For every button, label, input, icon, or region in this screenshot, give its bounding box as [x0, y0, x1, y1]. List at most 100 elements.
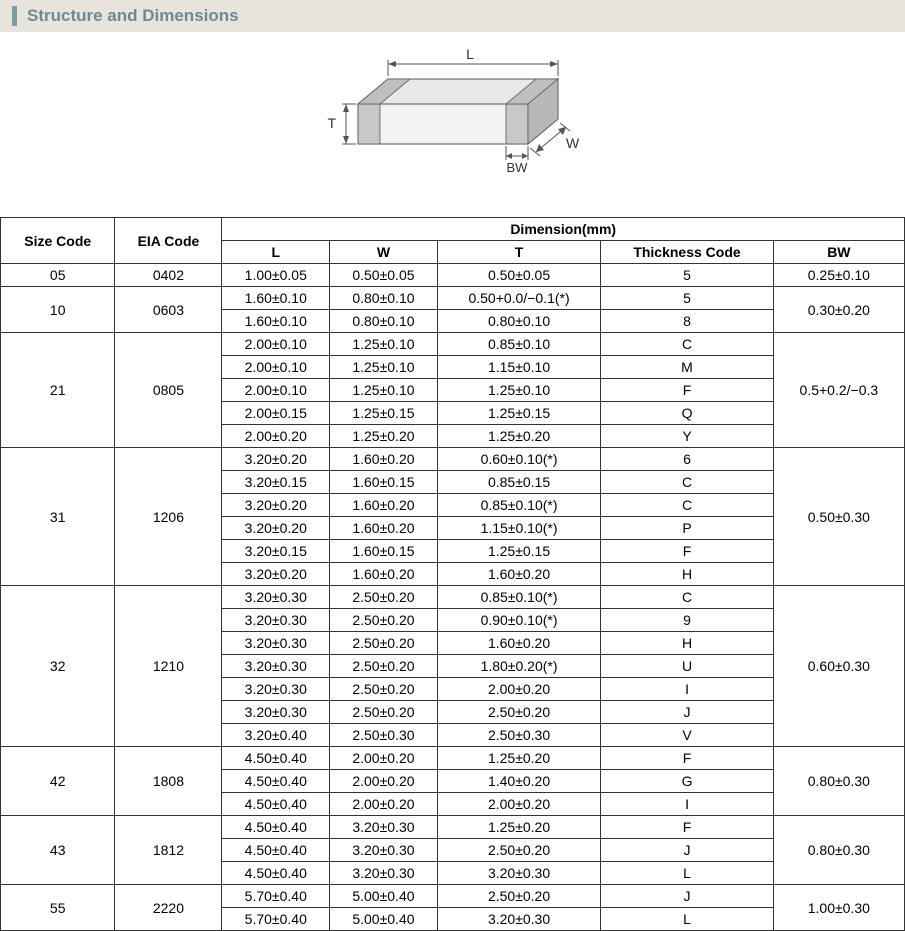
dim-label-BW: BW	[506, 160, 528, 175]
dim-label-L: L	[466, 46, 474, 62]
cell-L: 5.70±0.40	[222, 908, 330, 931]
col-BW: BW	[773, 241, 904, 264]
cell-W: 2.50±0.20	[330, 586, 438, 609]
dimensions-table: Size Code EIA Code Dimension(mm) L W T T…	[0, 217, 905, 931]
cell-T: 1.25±0.20	[437, 816, 601, 839]
cell-L: 3.20±0.20	[222, 563, 330, 586]
col-W: W	[330, 241, 438, 264]
cell-tc: F	[601, 379, 773, 402]
col-dimension-group: Dimension(mm)	[222, 218, 905, 241]
table-body: 0504021.00±0.050.50±0.050.50±0.0550.25±0…	[1, 264, 905, 931]
cell-bw: 0.60±0.30	[773, 586, 904, 747]
cell-W: 2.50±0.20	[330, 632, 438, 655]
cell-tc: L	[601, 862, 773, 885]
cell-T: 2.00±0.20	[437, 678, 601, 701]
cell-size-code: 32	[1, 586, 115, 747]
cell-W: 1.25±0.15	[330, 402, 438, 425]
dim-label-W: W	[566, 135, 580, 151]
cell-eia-code: 0402	[115, 264, 222, 287]
cell-tc: C	[601, 586, 773, 609]
col-thickness-code: Thickness Code	[601, 241, 773, 264]
cell-W: 0.80±0.10	[330, 310, 438, 333]
cell-T: 0.85±0.10(*)	[437, 494, 601, 517]
cell-tc: L	[601, 908, 773, 931]
cell-T: 2.50±0.20	[437, 839, 601, 862]
cell-L: 3.20±0.30	[222, 678, 330, 701]
cell-T: 3.20±0.30	[437, 862, 601, 885]
cell-W: 1.60±0.15	[330, 540, 438, 563]
table-row: 5522205.70±0.405.00±0.402.50±0.20J1.00±0…	[1, 885, 905, 908]
cell-tc: J	[601, 885, 773, 908]
cell-W: 3.20±0.30	[330, 816, 438, 839]
cell-W: 2.50±0.20	[330, 609, 438, 632]
cell-L: 3.20±0.20	[222, 448, 330, 471]
cell-W: 0.50±0.05	[330, 264, 438, 287]
cell-W: 1.25±0.10	[330, 333, 438, 356]
cell-size-code: 21	[1, 333, 115, 448]
cell-tc: F	[601, 540, 773, 563]
cell-T: 1.15±0.10(*)	[437, 517, 601, 540]
cell-T: 2.50±0.20	[437, 885, 601, 908]
cell-eia-code: 1206	[115, 448, 222, 586]
cell-bw: 0.30±0.20	[773, 287, 904, 333]
cell-T: 0.85±0.10	[437, 333, 601, 356]
col-L: L	[222, 241, 330, 264]
cell-T: 0.60±0.10(*)	[437, 448, 601, 471]
cell-bw: 0.80±0.30	[773, 816, 904, 885]
table-row: 3212103.20±0.302.50±0.200.85±0.10(*)C0.6…	[1, 586, 905, 609]
cell-T: 1.25±0.20	[437, 425, 601, 448]
cell-T: 0.90±0.10(*)	[437, 609, 601, 632]
col-size-code: Size Code	[1, 218, 115, 264]
cell-L: 4.50±0.40	[222, 747, 330, 770]
cell-W: 1.25±0.10	[330, 356, 438, 379]
cell-T: 1.25±0.15	[437, 540, 601, 563]
cell-L: 3.20±0.30	[222, 655, 330, 678]
cell-bw: 0.5+0.2/−0.3	[773, 333, 904, 448]
cell-L: 3.20±0.20	[222, 494, 330, 517]
cell-bw: 0.50±0.30	[773, 448, 904, 586]
col-eia-code: EIA Code	[115, 218, 222, 264]
cell-W: 3.20±0.30	[330, 839, 438, 862]
cell-T: 2.00±0.20	[437, 793, 601, 816]
cell-size-code: 05	[1, 264, 115, 287]
cell-eia-code: 0805	[115, 333, 222, 448]
col-T: T	[437, 241, 601, 264]
cell-tc: 6	[601, 448, 773, 471]
cell-L: 3.20±0.30	[222, 586, 330, 609]
cell-W: 1.25±0.20	[330, 425, 438, 448]
cell-tc: V	[601, 724, 773, 747]
section-title: Structure and Dimensions	[27, 6, 239, 26]
cell-size-code: 55	[1, 885, 115, 931]
cell-eia-code: 1808	[115, 747, 222, 816]
cell-T: 0.50+0.0/−0.1(*)	[437, 287, 601, 310]
cell-W: 1.25±0.10	[330, 379, 438, 402]
cell-tc: G	[601, 770, 773, 793]
cell-L: 2.00±0.15	[222, 402, 330, 425]
cell-L: 2.00±0.10	[222, 356, 330, 379]
cell-tc: I	[601, 678, 773, 701]
table-row: 0504021.00±0.050.50±0.050.50±0.0550.25±0…	[1, 264, 905, 287]
cell-W: 0.80±0.10	[330, 287, 438, 310]
cell-tc: C	[601, 471, 773, 494]
cell-W: 2.50±0.20	[330, 701, 438, 724]
cell-W: 2.00±0.20	[330, 747, 438, 770]
cell-W: 3.20±0.30	[330, 862, 438, 885]
cell-W: 1.60±0.20	[330, 494, 438, 517]
cell-T: 1.80±0.20(*)	[437, 655, 601, 678]
cell-tc: U	[601, 655, 773, 678]
cell-L: 2.00±0.20	[222, 425, 330, 448]
dim-label-T: T	[327, 115, 336, 131]
cell-T: 1.60±0.20	[437, 563, 601, 586]
cell-L: 3.20±0.15	[222, 540, 330, 563]
cell-T: 0.85±0.10(*)	[437, 586, 601, 609]
cell-L: 1.60±0.10	[222, 310, 330, 333]
cell-tc: M	[601, 356, 773, 379]
cell-size-code: 43	[1, 816, 115, 885]
table-row: 4318124.50±0.403.20±0.301.25±0.20F0.80±0…	[1, 816, 905, 839]
cell-T: 1.40±0.20	[437, 770, 601, 793]
cell-eia-code: 1812	[115, 816, 222, 885]
cell-L: 2.00±0.10	[222, 333, 330, 356]
cell-eia-code: 0603	[115, 287, 222, 333]
cell-W: 2.50±0.30	[330, 724, 438, 747]
section-title-bar: Structure and Dimensions	[0, 0, 905, 32]
